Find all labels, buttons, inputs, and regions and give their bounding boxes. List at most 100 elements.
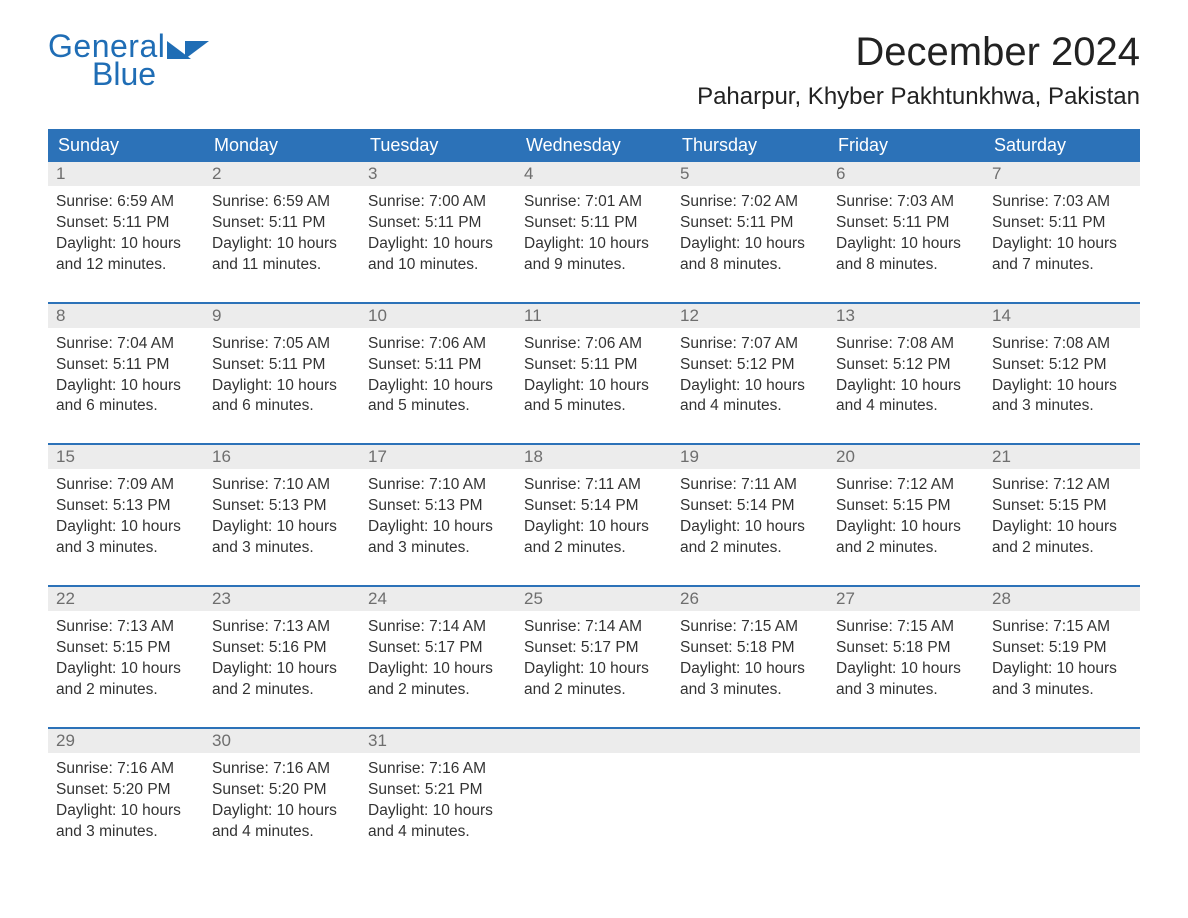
day-sunset: Sunset: 5:14 PM: [680, 496, 820, 517]
day-sunrise: Sunrise: 7:11 AM: [524, 475, 664, 496]
day-header: Tuesday: [360, 129, 516, 162]
day-sunset: Sunset: 5:18 PM: [680, 638, 820, 659]
day-sunset: Sunset: 5:11 PM: [992, 213, 1132, 234]
day-number: 3: [360, 162, 516, 186]
day-dl1: Daylight: 10 hours: [836, 517, 976, 538]
day-dl1: Daylight: 10 hours: [56, 517, 196, 538]
day-dl2: and 3 minutes.: [212, 538, 352, 559]
day-dl2: and 5 minutes.: [524, 396, 664, 417]
day-dl2: and 10 minutes.: [368, 255, 508, 276]
day-detail: Sunrise: 7:14 AMSunset: 5:17 PMDaylight:…: [360, 611, 516, 728]
day-detail: Sunrise: 7:07 AMSunset: 5:12 PMDaylight:…: [672, 328, 828, 445]
day-dl2: and 7 minutes.: [992, 255, 1132, 276]
calendar-table: Sunday Monday Tuesday Wednesday Thursday…: [48, 129, 1140, 868]
day-dl2: and 2 minutes.: [992, 538, 1132, 559]
day-dl2: and 6 minutes.: [212, 396, 352, 417]
day-number: 29: [48, 728, 204, 753]
day-detail: Sunrise: 7:16 AMSunset: 5:20 PMDaylight:…: [48, 753, 204, 869]
day-sunset: Sunset: 5:13 PM: [368, 496, 508, 517]
day-dl1: Daylight: 10 hours: [212, 659, 352, 680]
day-number-row: 22232425262728: [48, 586, 1140, 611]
day-number: 30: [204, 728, 360, 753]
day-dl1: Daylight: 10 hours: [524, 517, 664, 538]
day-sunset: Sunset: 5:17 PM: [368, 638, 508, 659]
day-sunrise: Sunrise: 7:07 AM: [680, 334, 820, 355]
day-header: Thursday: [672, 129, 828, 162]
day-dl1: Daylight: 10 hours: [212, 376, 352, 397]
day-detail-row: Sunrise: 6:59 AMSunset: 5:11 PMDaylight:…: [48, 186, 1140, 303]
day-dl1: Daylight: 10 hours: [680, 517, 820, 538]
day-sunset: Sunset: 5:11 PM: [836, 213, 976, 234]
day-dl1: Daylight: 10 hours: [680, 659, 820, 680]
day-sunrise: Sunrise: 7:03 AM: [992, 192, 1132, 213]
day-dl1: Daylight: 10 hours: [680, 376, 820, 397]
day-detail: Sunrise: 7:06 AMSunset: 5:11 PMDaylight:…: [516, 328, 672, 445]
day-sunset: Sunset: 5:11 PM: [368, 355, 508, 376]
day-sunset: Sunset: 5:11 PM: [212, 355, 352, 376]
day-dl2: and 8 minutes.: [836, 255, 976, 276]
day-detail: [984, 753, 1140, 869]
day-dl2: and 4 minutes.: [212, 822, 352, 843]
day-detail: Sunrise: 6:59 AMSunset: 5:11 PMDaylight:…: [204, 186, 360, 303]
day-number-row: 293031: [48, 728, 1140, 753]
day-number: 28: [984, 586, 1140, 611]
day-detail: [828, 753, 984, 869]
day-dl1: Daylight: 10 hours: [836, 659, 976, 680]
day-number: 1: [48, 162, 204, 186]
day-dl1: Daylight: 10 hours: [524, 234, 664, 255]
day-sunset: Sunset: 5:15 PM: [992, 496, 1132, 517]
day-dl1: Daylight: 10 hours: [368, 659, 508, 680]
day-dl1: Daylight: 10 hours: [992, 659, 1132, 680]
day-sunrise: Sunrise: 7:04 AM: [56, 334, 196, 355]
day-sunrise: Sunrise: 7:06 AM: [368, 334, 508, 355]
day-dl1: Daylight: 10 hours: [368, 234, 508, 255]
day-dl1: Daylight: 10 hours: [56, 659, 196, 680]
day-dl2: and 3 minutes.: [56, 822, 196, 843]
day-detail: Sunrise: 7:12 AMSunset: 5:15 PMDaylight:…: [984, 469, 1140, 586]
day-dl2: and 2 minutes.: [524, 538, 664, 559]
day-sunset: Sunset: 5:16 PM: [212, 638, 352, 659]
day-sunset: Sunset: 5:14 PM: [524, 496, 664, 517]
day-sunset: Sunset: 5:17 PM: [524, 638, 664, 659]
day-number: 17: [360, 444, 516, 469]
day-dl2: and 2 minutes.: [680, 538, 820, 559]
day-detail: Sunrise: 7:10 AMSunset: 5:13 PMDaylight:…: [360, 469, 516, 586]
day-number: 16: [204, 444, 360, 469]
day-dl1: Daylight: 10 hours: [836, 376, 976, 397]
day-detail: Sunrise: 7:09 AMSunset: 5:13 PMDaylight:…: [48, 469, 204, 586]
day-detail: [516, 753, 672, 869]
day-sunset: Sunset: 5:11 PM: [368, 213, 508, 234]
day-sunrise: Sunrise: 7:15 AM: [836, 617, 976, 638]
day-dl1: Daylight: 10 hours: [56, 376, 196, 397]
day-number: [828, 728, 984, 753]
day-dl2: and 4 minutes.: [836, 396, 976, 417]
day-detail: Sunrise: 7:00 AMSunset: 5:11 PMDaylight:…: [360, 186, 516, 303]
day-number: 8: [48, 303, 204, 328]
day-header: Sunday: [48, 129, 204, 162]
day-detail: Sunrise: 7:16 AMSunset: 5:21 PMDaylight:…: [360, 753, 516, 869]
day-detail: Sunrise: 7:11 AMSunset: 5:14 PMDaylight:…: [516, 469, 672, 586]
day-detail: Sunrise: 7:13 AMSunset: 5:15 PMDaylight:…: [48, 611, 204, 728]
day-sunset: Sunset: 5:11 PM: [680, 213, 820, 234]
day-number: 2: [204, 162, 360, 186]
day-dl1: Daylight: 10 hours: [212, 234, 352, 255]
day-detail: Sunrise: 6:59 AMSunset: 5:11 PMDaylight:…: [48, 186, 204, 303]
day-number: 6: [828, 162, 984, 186]
day-sunrise: Sunrise: 7:13 AM: [212, 617, 352, 638]
day-dl1: Daylight: 10 hours: [680, 234, 820, 255]
day-dl2: and 3 minutes.: [836, 680, 976, 701]
day-sunrise: Sunrise: 7:06 AM: [524, 334, 664, 355]
day-sunset: Sunset: 5:18 PM: [836, 638, 976, 659]
day-sunrise: Sunrise: 7:10 AM: [212, 475, 352, 496]
day-number: 4: [516, 162, 672, 186]
month-title: December 2024: [697, 30, 1140, 75]
day-detail-row: Sunrise: 7:04 AMSunset: 5:11 PMDaylight:…: [48, 328, 1140, 445]
day-sunset: Sunset: 5:13 PM: [56, 496, 196, 517]
day-header: Friday: [828, 129, 984, 162]
day-sunrise: Sunrise: 7:02 AM: [680, 192, 820, 213]
day-detail-row: Sunrise: 7:09 AMSunset: 5:13 PMDaylight:…: [48, 469, 1140, 586]
day-dl1: Daylight: 10 hours: [992, 376, 1132, 397]
day-dl2: and 3 minutes.: [368, 538, 508, 559]
day-sunrise: Sunrise: 7:08 AM: [992, 334, 1132, 355]
day-dl1: Daylight: 10 hours: [56, 801, 196, 822]
